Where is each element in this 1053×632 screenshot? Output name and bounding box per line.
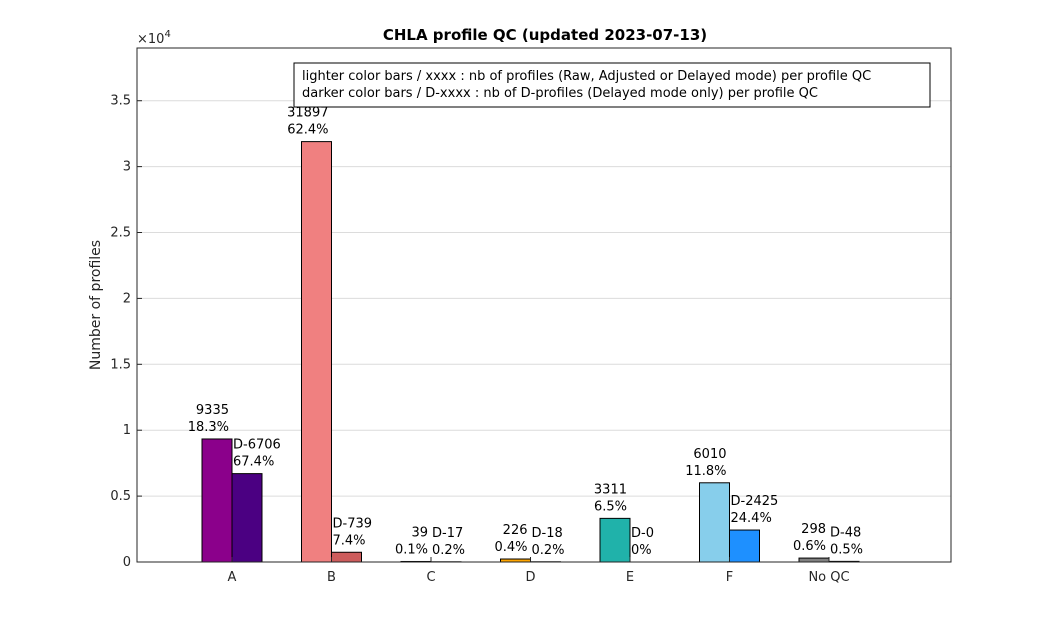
bar-count-label: D-6706 — [233, 438, 281, 453]
y-tick-label: 3 — [123, 160, 131, 175]
y-tick-label: 1.5 — [110, 357, 131, 372]
bar-count-label: D-739 — [333, 516, 373, 531]
bar-percent-label: 0.5% — [830, 542, 863, 557]
bar — [231, 473, 263, 563]
bar-percent-label: 0.4% — [494, 540, 527, 555]
bar — [301, 141, 332, 563]
bar-count-label: 6010 — [693, 447, 726, 462]
bar-count-label: 226 — [503, 523, 528, 538]
bar-percent-label: 67.4% — [233, 455, 274, 470]
x-tick-label: F — [726, 570, 733, 585]
x-tick-label: E — [626, 570, 634, 585]
bar-percent-label: 0.1% — [395, 542, 428, 557]
legend-box — [293, 62, 931, 108]
y-tick-label: 3.5 — [110, 94, 131, 109]
y-tick-label: 1 — [123, 423, 131, 438]
x-axis: A B C D E F No QC — [228, 557, 850, 585]
legend: lighter color bars / xxxx : nb of profil… — [293, 62, 931, 108]
bar-count-label: D-17 — [432, 526, 463, 541]
y-tick-label: 0.5 — [110, 489, 131, 504]
bar-percent-label: 0.2% — [432, 543, 465, 558]
y-axis-label: Number of profiles — [88, 240, 104, 370]
bar — [599, 517, 631, 563]
bar — [201, 438, 233, 563]
bar-percent-label: 0.2% — [532, 543, 565, 558]
x-tick-label: D — [525, 570, 535, 585]
x-tick-label: C — [426, 570, 435, 585]
bar-percent-label: 0.6% — [793, 539, 826, 554]
bar-count-label: 3311 — [594, 482, 627, 497]
bar-count-label: D-0 — [631, 526, 654, 541]
bar-percent-label: 7.4% — [333, 533, 366, 548]
bar-count-label: D-18 — [532, 526, 563, 541]
bar-percent-label: 11.8% — [685, 464, 726, 479]
x-tick-label: A — [228, 570, 237, 585]
bar-count-label: 298 — [801, 522, 826, 537]
legend-line-2: darker color bars / D-xxxx : nb of D-pro… — [302, 86, 818, 101]
bar — [729, 529, 760, 563]
bar-count-label: 39 — [411, 525, 428, 540]
y-tick-label: 0 — [123, 555, 131, 570]
bar-percent-label: 24.4% — [731, 511, 772, 526]
bar-percent-label: 18.3% — [188, 420, 229, 435]
plot-frame — [136, 47, 952, 563]
bar-percent-label: 6.5% — [594, 499, 627, 514]
y-axis: 0 0.5 1 1.5 2 2.5 3 3.5 — [110, 94, 142, 570]
bar-percent-label: 0% — [631, 543, 652, 558]
plot-area — [137, 48, 951, 562]
data-labels: 9335 18.3% D-6706 67.4% 31897 62.4% D-739 7.4% 3… — [188, 106, 863, 558]
legend-line-1: lighter color bars / xxxx : nb of profil… — [302, 69, 871, 84]
chart-title: CHLA profile QC (updated 2023-07-13) — [383, 26, 707, 44]
x-tick-label: No QC — [808, 570, 849, 585]
bar — [699, 482, 730, 563]
bar-count-label: 9335 — [196, 403, 229, 418]
bar-count-label: D-48 — [830, 525, 861, 540]
exponent-power: 4 — [164, 29, 170, 40]
x-tick-label: B — [327, 570, 336, 585]
bar — [331, 551, 362, 563]
y-tick-label: 2.5 — [110, 226, 131, 241]
bar-count-label: D-2425 — [731, 494, 779, 509]
y-tick-label: 2 — [123, 291, 131, 306]
exponent-label: ×104 — [137, 29, 171, 47]
bar — [798, 557, 830, 563]
bar-count-label: 31897 — [287, 106, 328, 121]
bar-percent-label: 62.4% — [287, 123, 328, 138]
